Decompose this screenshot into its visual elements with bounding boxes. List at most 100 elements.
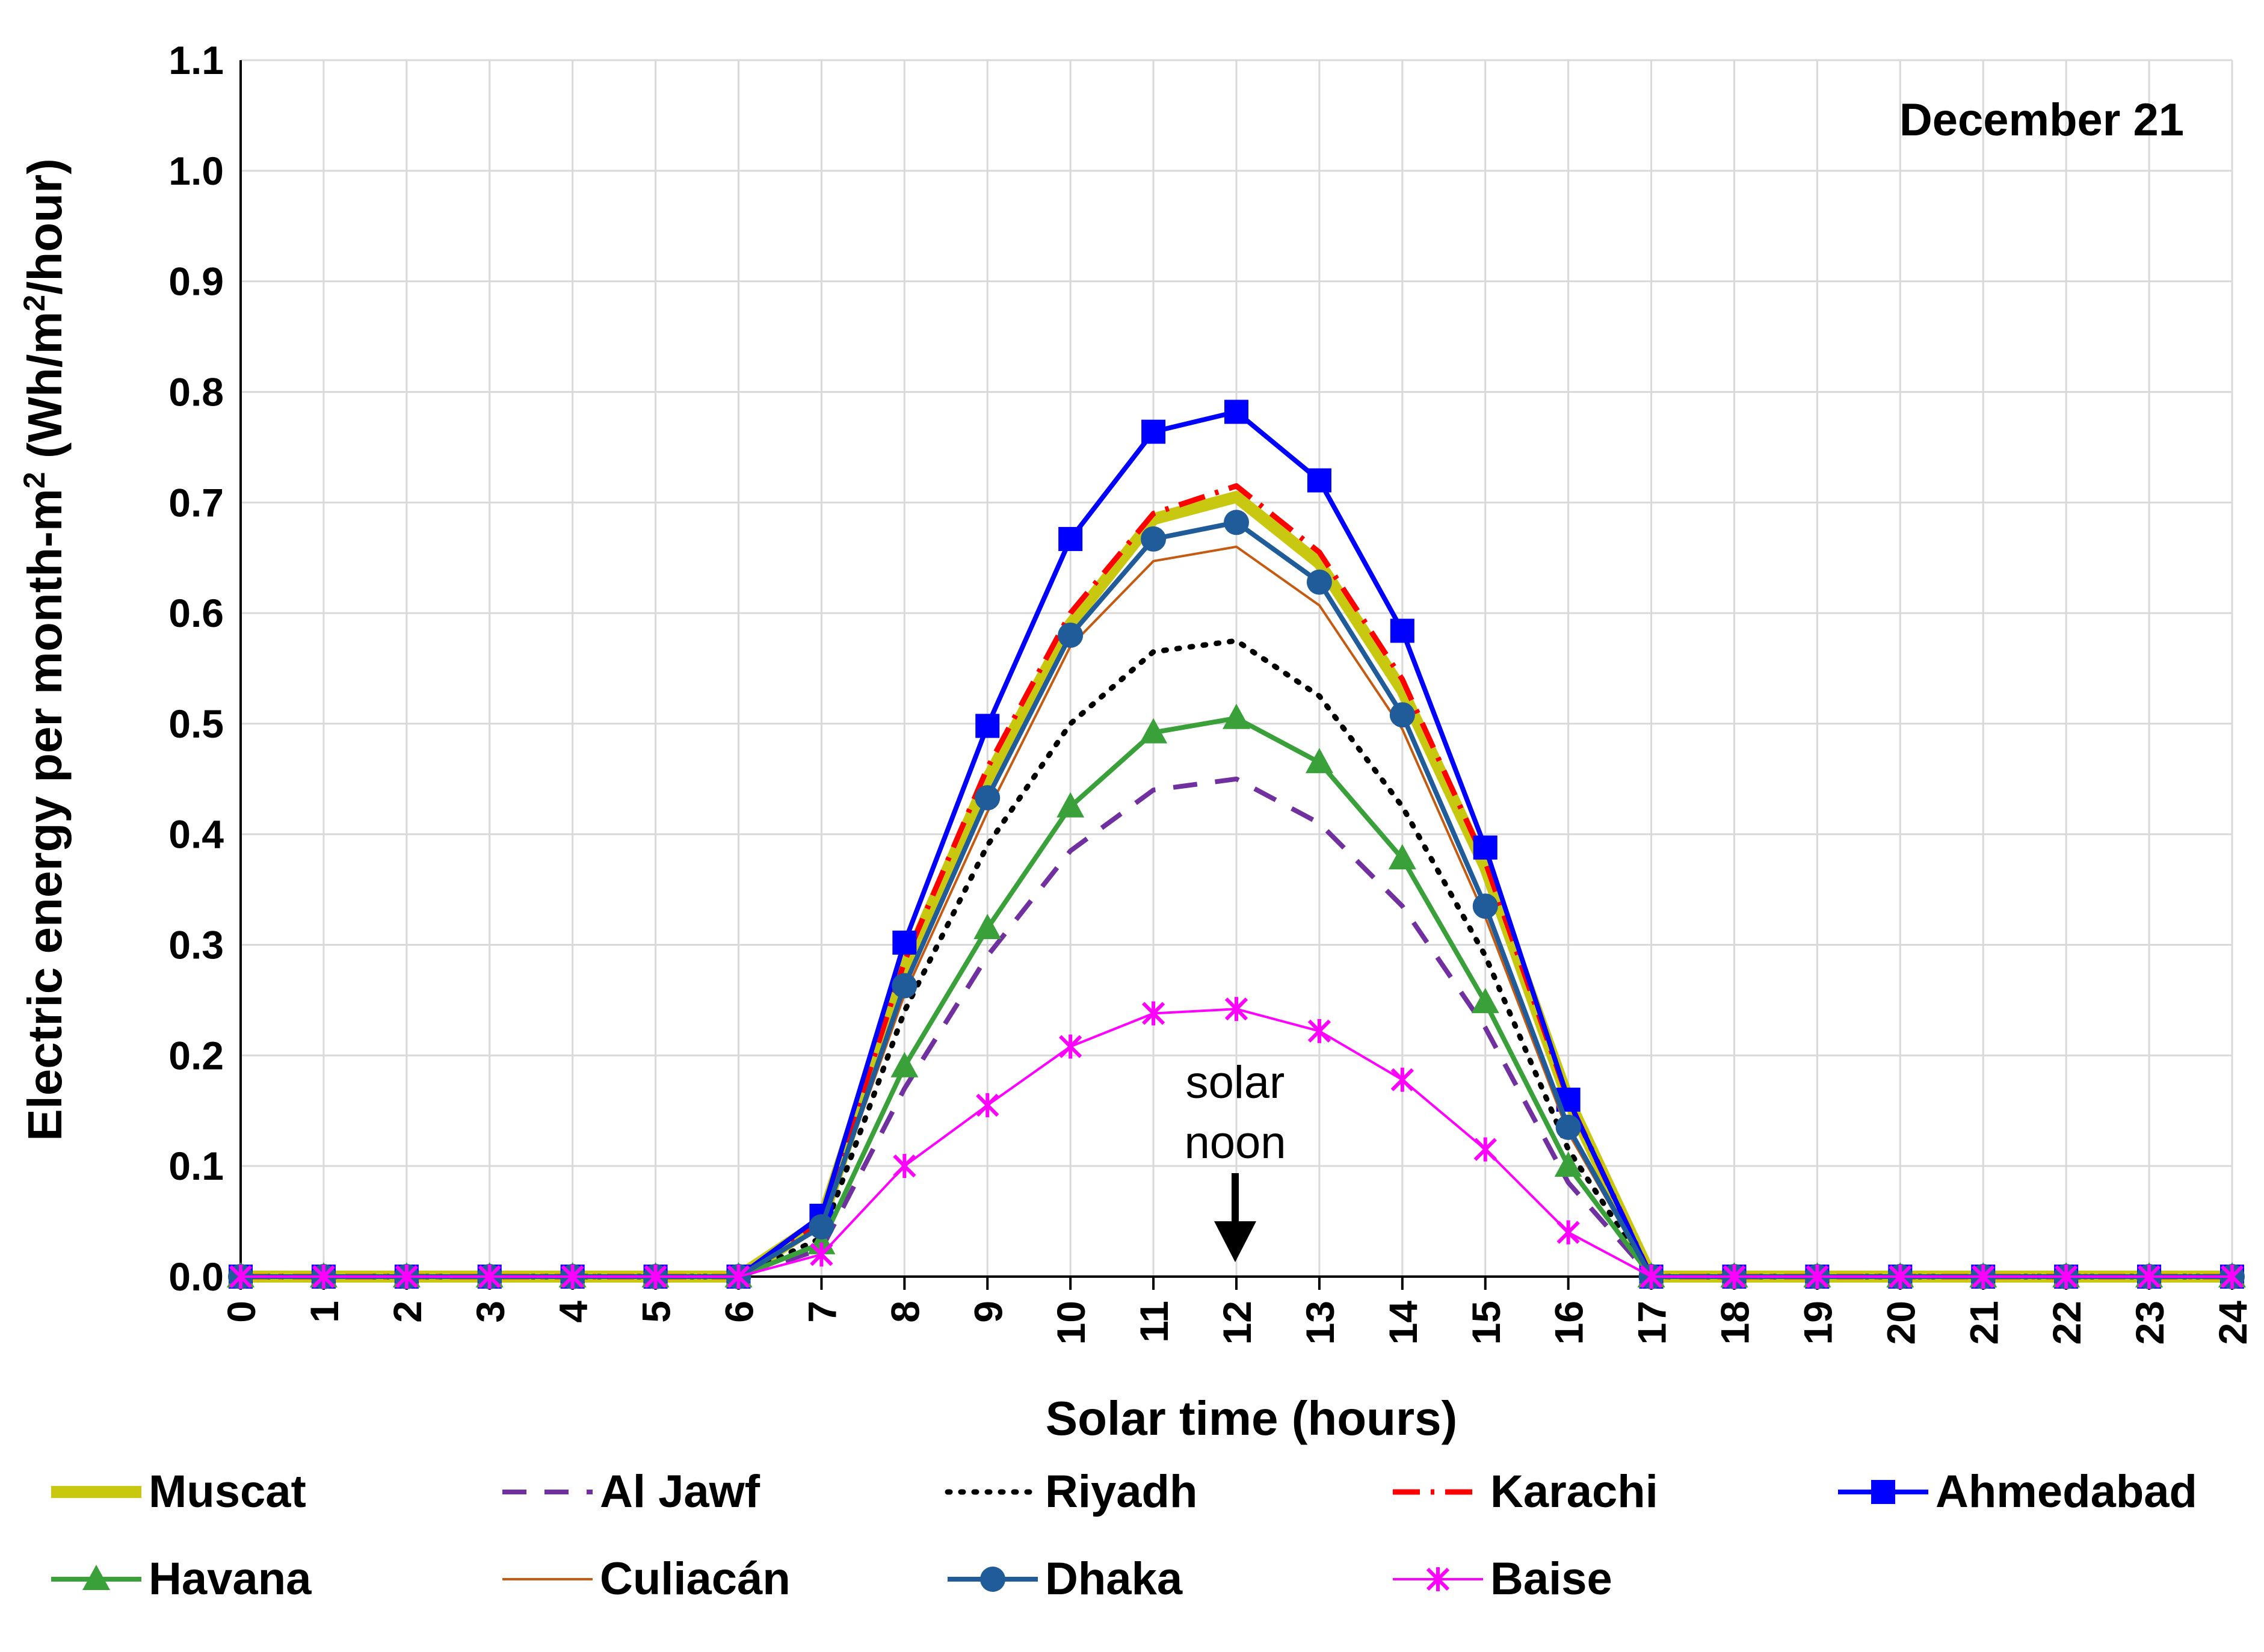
marker-triangle bbox=[1140, 718, 1168, 744]
marker-circle bbox=[975, 785, 1001, 811]
x-tick-label: 12 bbox=[1215, 1301, 1259, 1345]
y-tick-label: 0.2 bbox=[168, 1033, 224, 1077]
marker-star bbox=[810, 1242, 833, 1267]
legend: Muscat Al Jawf Riyadh Karachi Ahmedabad Havan… bbox=[51, 1466, 2197, 1604]
annotation-date: December 21 bbox=[1899, 94, 2184, 146]
legend-label: Ahmedabad bbox=[1936, 1466, 2197, 1517]
legend-entry: Karachi bbox=[1393, 1466, 1658, 1517]
marker-star bbox=[1059, 1034, 1082, 1059]
marker-square bbox=[1307, 468, 1331, 493]
marker-star bbox=[1972, 1265, 1995, 1289]
marker-star bbox=[727, 1265, 750, 1289]
x-tick-label: 11 bbox=[1132, 1301, 1176, 1343]
y-tick-label: 0.0 bbox=[168, 1254, 224, 1299]
x-tick-label: 4 bbox=[551, 1301, 596, 1323]
marker-circle bbox=[1472, 893, 1498, 919]
x-tick-label: 1 bbox=[302, 1301, 347, 1323]
marker-square bbox=[1058, 526, 1083, 551]
legend-entry: Muscat bbox=[51, 1466, 306, 1517]
y-tick-label: 0.3 bbox=[168, 923, 224, 967]
marker-star bbox=[1556, 1220, 1580, 1245]
series-group bbox=[227, 399, 2246, 1289]
marker-triangle bbox=[1471, 988, 1499, 1014]
x-tick-label: 14 bbox=[1381, 1301, 1425, 1345]
legend-label: Havana bbox=[149, 1553, 312, 1604]
legend-entry: Baise bbox=[1393, 1553, 1612, 1604]
legend-entry: Ahmedabad bbox=[1838, 1466, 2197, 1517]
x-tick-label: 13 bbox=[1298, 1301, 1342, 1345]
marker-triangle bbox=[890, 1052, 919, 1077]
marker-star bbox=[2137, 1265, 2161, 1289]
x-tick-label: 19 bbox=[1795, 1301, 1840, 1345]
marker-star bbox=[1141, 1001, 1165, 1026]
y-tick-label: 0.6 bbox=[168, 591, 224, 635]
y-tick-label: 0.7 bbox=[168, 480, 224, 525]
marker-triangle bbox=[82, 1565, 110, 1590]
x-tick-label: 0 bbox=[219, 1301, 264, 1323]
marker-circle bbox=[892, 973, 918, 999]
marker-star bbox=[1889, 1265, 1912, 1289]
y-tick-label: 0.9 bbox=[168, 259, 224, 304]
x-tick-label: 15 bbox=[1464, 1301, 1508, 1345]
y-axis-title-part3: /hour) bbox=[18, 158, 72, 295]
marker-star bbox=[1426, 1567, 1450, 1591]
solar-noon-arrow-head bbox=[1214, 1221, 1256, 1262]
marker-triangle bbox=[1056, 792, 1085, 818]
marker-star bbox=[644, 1265, 667, 1289]
y-axis-title-sup1: 2 bbox=[17, 472, 51, 489]
marker-square bbox=[975, 714, 1000, 738]
legend-label: Dhaka bbox=[1045, 1553, 1183, 1604]
legend-label: Karachi bbox=[1490, 1466, 1658, 1517]
marker-star bbox=[1473, 1137, 1497, 1162]
marker-triangle bbox=[973, 913, 1002, 939]
y-axis-title-sup2: 2 bbox=[17, 295, 51, 312]
marker-triangle bbox=[1223, 703, 1250, 729]
marker-star bbox=[229, 1265, 253, 1289]
legend-entry: Al Jawf bbox=[502, 1466, 760, 1517]
y-tick-label: 0.8 bbox=[168, 369, 224, 414]
marker-square bbox=[892, 930, 917, 955]
marker-star bbox=[478, 1265, 501, 1289]
series-baise bbox=[229, 997, 2244, 1289]
marker-star bbox=[1639, 1265, 1663, 1289]
x-tick-label: 22 bbox=[2044, 1301, 2089, 1345]
legend-label: Baise bbox=[1490, 1553, 1612, 1604]
gridlines bbox=[241, 59, 2233, 1277]
x-tick-label: 16 bbox=[1547, 1301, 1591, 1345]
marker-star bbox=[1307, 1019, 1331, 1043]
marker-triangle bbox=[1305, 748, 1333, 774]
legend-entry: Dhaka bbox=[948, 1553, 1183, 1604]
marker-star bbox=[976, 1093, 999, 1118]
marker-circle bbox=[1224, 510, 1249, 535]
y-axis-title-part1: Electric energy per month-m bbox=[18, 489, 72, 1141]
marker-square bbox=[1871, 1480, 1895, 1504]
solar-noon-annotation: solar noon bbox=[1184, 1057, 1286, 1262]
x-tick-label: 21 bbox=[1961, 1301, 2006, 1345]
x-tick-label: 6 bbox=[717, 1301, 762, 1323]
x-tick-label: 10 bbox=[1049, 1301, 1093, 1345]
marker-star bbox=[1723, 1265, 1746, 1289]
y-tick-label: 1.0 bbox=[168, 149, 224, 193]
solar-noon-line2: noon bbox=[1184, 1117, 1286, 1168]
y-tick-label: 1.1 bbox=[168, 38, 224, 82]
marker-circle bbox=[809, 1214, 834, 1240]
x-tick-label: 8 bbox=[883, 1301, 927, 1323]
marker-star bbox=[395, 1265, 418, 1289]
legend-entry: Culiacán bbox=[502, 1553, 791, 1604]
x-tick-label: 18 bbox=[1713, 1301, 1757, 1345]
marker-circle bbox=[1141, 526, 1167, 552]
marker-star bbox=[1806, 1265, 1829, 1289]
x-tick-label: 2 bbox=[385, 1301, 430, 1323]
x-tick-labels: 0 1 2 3 4 5 6 7 8 9 10 11 12 13 14 15 16 17 18 19 20 21 22 23 24 bbox=[219, 1301, 2255, 1345]
solar-noon-line1: solar bbox=[1186, 1057, 1285, 1108]
marker-triangle bbox=[1554, 1151, 1582, 1177]
y-tick-label: 0.1 bbox=[168, 1144, 224, 1188]
marker-square bbox=[1224, 399, 1248, 424]
x-tick-label: 24 bbox=[2210, 1301, 2255, 1345]
x-tick-label: 17 bbox=[1630, 1301, 1674, 1345]
marker-circle bbox=[1555, 1114, 1581, 1140]
marker-star bbox=[1390, 1067, 1414, 1092]
marker-circle bbox=[1058, 622, 1084, 648]
y-axis-title: Electric energy per month-m2 (Wh/m2/hour… bbox=[17, 158, 72, 1141]
